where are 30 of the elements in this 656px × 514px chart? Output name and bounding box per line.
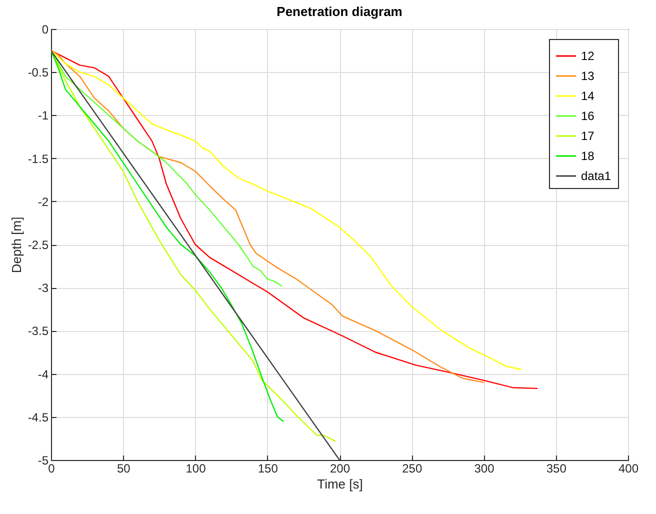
x-tick-label: 150 [258, 462, 278, 476]
chart-title: Penetration diagram [276, 4, 402, 19]
line-series [51, 50, 284, 422]
y-tick-label: -2.5 [28, 238, 49, 252]
y-tick-label: 0 [42, 22, 49, 36]
legend-label: 16 [581, 109, 595, 123]
y-tick-label: -5 [38, 454, 49, 468]
x-tick-label: 100 [186, 462, 206, 476]
legend-label: 14 [581, 89, 595, 103]
y-tick-label: -0.5 [28, 66, 49, 80]
y-tick-label: -3 [38, 281, 49, 296]
x-tick-label: 300 [474, 462, 495, 476]
y-tick-label: -2 [38, 194, 49, 209]
legend-label: 18 [581, 149, 595, 163]
x-tick-label: 200 [330, 462, 350, 476]
y-tick-label: -3.5 [28, 324, 49, 338]
legend-label: 12 [581, 49, 595, 63]
y-tick-label: -1 [38, 108, 49, 123]
y-tick-label: -1.5 [28, 152, 49, 166]
x-tick-label: 350 [546, 462, 567, 476]
legend-label: 17 [581, 129, 595, 143]
y-tick-label: -4.5 [28, 410, 49, 424]
x-tick-label: 250 [402, 462, 422, 476]
y-axis-title: Depth [m] [8, 216, 24, 274]
legend-label: data1 [581, 169, 612, 183]
y-tick-label: -4 [38, 367, 49, 382]
x-tick-label: 400 [618, 462, 639, 476]
x-tick-label: 50 [116, 462, 131, 476]
legend-label: 13 [581, 69, 595, 83]
x-axis-title: Time [s] [317, 476, 363, 492]
